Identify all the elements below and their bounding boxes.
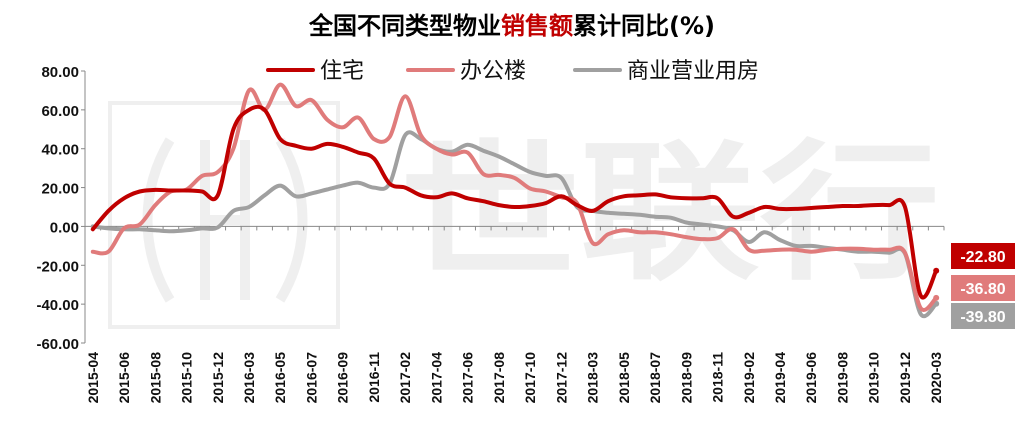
x-tick-label: 2015-10 — [179, 352, 195, 404]
x-tick-label: 2020-03 — [928, 352, 944, 404]
x-tick-label: 2016-05 — [272, 352, 288, 404]
x-tick-label: 2017-08 — [491, 352, 507, 404]
end-label-box-0 — [951, 243, 1015, 269]
y-tick-label: 80.00 — [41, 64, 79, 81]
series-layer — [90, 82, 940, 319]
y-tick-label: 40.00 — [41, 142, 79, 159]
y-tick-label: 60.00 — [41, 103, 79, 120]
y-tick-label: -60.00 — [36, 336, 79, 353]
x-tick-label: 2018-09 — [678, 352, 694, 404]
watermark-logo-box — [108, 101, 340, 329]
legend-label-0: 住宅 — [320, 59, 364, 84]
legend-label-1: 办公楼 — [460, 59, 526, 84]
x-tick-label: 2017-04 — [428, 352, 444, 404]
chart-title: 全国不同类型物业销售额累计同比(%) — [308, 12, 715, 40]
series-line-2 — [90, 130, 939, 319]
end-label-box-2 — [951, 303, 1015, 329]
end-labels: -22.80 -36.80 -39.80 — [951, 243, 1015, 329]
watermark: 世联行 — [108, 101, 940, 329]
x-tick-label: 2016-09 — [335, 352, 351, 404]
x-tick-label: 2018-11 — [710, 352, 726, 403]
legend: 住宅 办公楼 商业营业用房 — [266, 59, 759, 84]
x-tick-label: 2019-12 — [897, 352, 913, 404]
x-tick-label: 2016-07 — [303, 352, 319, 404]
x-tick-label: 2016-11 — [366, 352, 382, 403]
x-tick-label: 2019-08 — [834, 352, 850, 404]
x-tick-label: 2015-04 — [85, 352, 101, 404]
series-end-point-1 — [933, 294, 940, 301]
x-tick-label: 2015-06 — [116, 352, 132, 404]
x-tick-label: 2018-07 — [647, 352, 663, 404]
end-label-2: -39.80 — [960, 309, 1005, 326]
axes: 80.00 60.00 40.00 20.00 0.00 -20.00 -40.00 -60.… — [36, 64, 945, 404]
y-tick-label: 20.00 — [41, 181, 79, 198]
x-tick-label: 2019-02 — [741, 352, 757, 404]
series-line-0 — [90, 104, 939, 300]
series-line-1 — [90, 82, 939, 312]
legend-label-2: 商业营业用房 — [627, 59, 759, 84]
x-tick-label: 2017-06 — [460, 352, 476, 404]
x-tick-label: 2017-12 — [553, 352, 569, 404]
x-tick-label: 2019-06 — [803, 352, 819, 404]
x-tick-label: 2016-03 — [241, 352, 257, 404]
x-tick-label: 2019-04 — [772, 352, 788, 404]
watermark-text: 世联行 — [400, 127, 940, 301]
y-tick-label: 0.00 — [50, 219, 79, 236]
y-tick-label: -40.00 — [36, 297, 79, 314]
y-tick-label: -20.00 — [36, 258, 79, 275]
end-label-1: -36.80 — [960, 281, 1005, 298]
x-tick-label: 2017-10 — [522, 352, 538, 404]
x-tick-label: 2018-03 — [585, 352, 601, 404]
end-label-box-1 — [951, 275, 1015, 301]
watermark-logo-mark — [142, 137, 308, 303]
chart-title-prefix: 全国不同类型物业 — [308, 12, 501, 40]
chart-title-suffix: 累计同比(%) — [573, 12, 715, 40]
series-end-point-0 — [933, 267, 940, 274]
x-tick-label: 2015-12 — [210, 352, 226, 404]
chart-title-highlight: 销售额 — [501, 12, 573, 40]
x-tick-label: 2017-02 — [397, 352, 413, 404]
x-tick-label: 2019-10 — [866, 352, 882, 404]
x-tick-label: 2015-08 — [147, 352, 163, 404]
x-tick-label: 2018-05 — [616, 352, 632, 404]
end-label-0: -22.80 — [960, 249, 1005, 266]
